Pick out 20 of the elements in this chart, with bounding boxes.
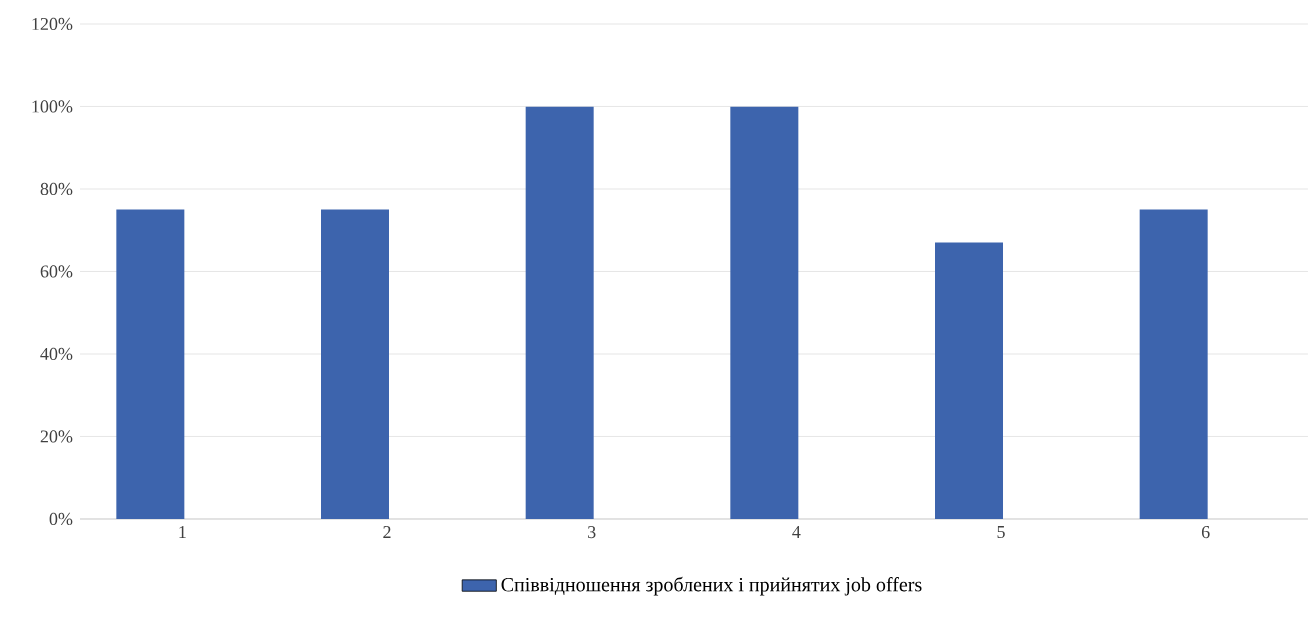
x-tick-label: 1 [179,526,186,538]
x-tick-label: 4 [792,526,801,538]
y-tick-label: 60% [40,265,73,278]
x-tick-label: 2 [383,526,391,538]
bar [321,209,389,519]
y-tick-label: 120% [32,17,73,31]
x-tick-label: 3 [588,526,596,539]
bar [1139,209,1208,519]
x-tick-label: 6 [1201,526,1210,539]
y-tick-label: 100% [32,100,73,113]
y-tick-label: 40% [40,347,73,361]
bar [525,106,594,519]
bar [935,242,1003,519]
bar [730,106,799,519]
x-tick-label: 5 [997,526,1005,539]
bar [116,209,185,519]
legend-label: Співвідношення зроблених і прийнятих job offers [501,576,922,596]
y-tick-label: 0% [49,512,73,526]
y-tick-label: 80% [40,182,73,196]
y-tick-label: 20% [40,430,73,443]
